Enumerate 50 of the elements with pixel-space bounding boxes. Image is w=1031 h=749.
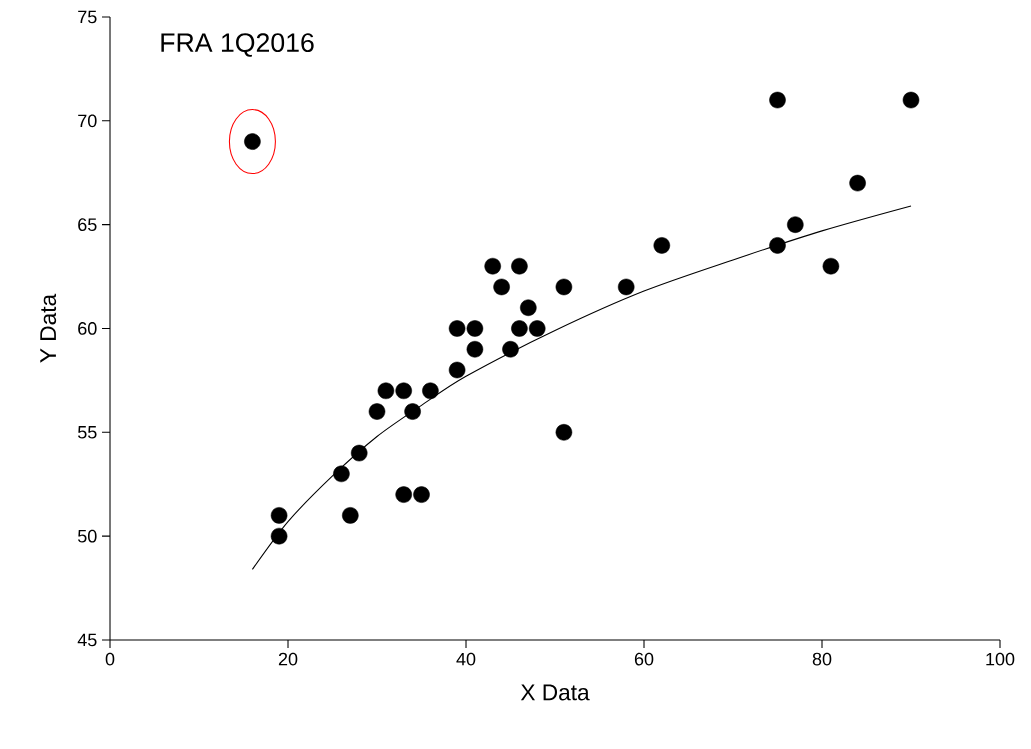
point	[368, 403, 386, 420]
point	[493, 278, 510, 296]
point	[448, 320, 466, 337]
point	[520, 299, 537, 316]
point	[502, 340, 519, 358]
point	[270, 507, 288, 524]
point	[849, 174, 866, 192]
y-tick-label: 50	[77, 529, 97, 543]
line-series	[251, 205, 912, 570]
point	[270, 527, 288, 545]
x-tick-label: 40	[456, 652, 476, 666]
y-tick-label: 45	[77, 633, 97, 647]
point	[404, 403, 421, 420]
point	[484, 257, 501, 275]
y-tick-label: 75	[78, 10, 97, 24]
point	[617, 278, 635, 296]
x-tick-label: 20	[278, 652, 298, 666]
y-tick-label: 60	[78, 322, 97, 335]
point	[769, 91, 786, 109]
point	[528, 320, 546, 337]
annotation: FRA 1Q2016	[161, 33, 314, 57]
point	[511, 257, 528, 275]
point	[342, 507, 359, 524]
point	[377, 382, 395, 400]
point	[448, 361, 466, 379]
point	[653, 237, 671, 254]
point	[822, 257, 840, 275]
point	[350, 444, 368, 462]
x-axis-title: X Data	[520, 684, 590, 701]
point	[422, 382, 439, 400]
point	[466, 340, 484, 358]
x-tick-label: 60	[634, 652, 654, 666]
x-tick-label: 80	[812, 652, 832, 666]
point	[555, 278, 573, 296]
point	[395, 486, 412, 503]
point	[395, 382, 412, 400]
y-tick-label: 55	[77, 426, 97, 439]
y-tick-label: 65	[78, 218, 97, 232]
y-axis-title: Y Data	[40, 293, 57, 363]
point	[555, 424, 573, 441]
x-tick-label: 0	[105, 652, 115, 666]
x-tick-label: 100	[986, 652, 1015, 666]
point	[787, 216, 804, 233]
point	[413, 486, 430, 503]
point	[333, 465, 350, 483]
point	[902, 91, 920, 109]
point	[769, 237, 786, 254]
point	[466, 320, 484, 337]
point	[511, 320, 528, 337]
y-tick-label: 70	[78, 114, 97, 128]
